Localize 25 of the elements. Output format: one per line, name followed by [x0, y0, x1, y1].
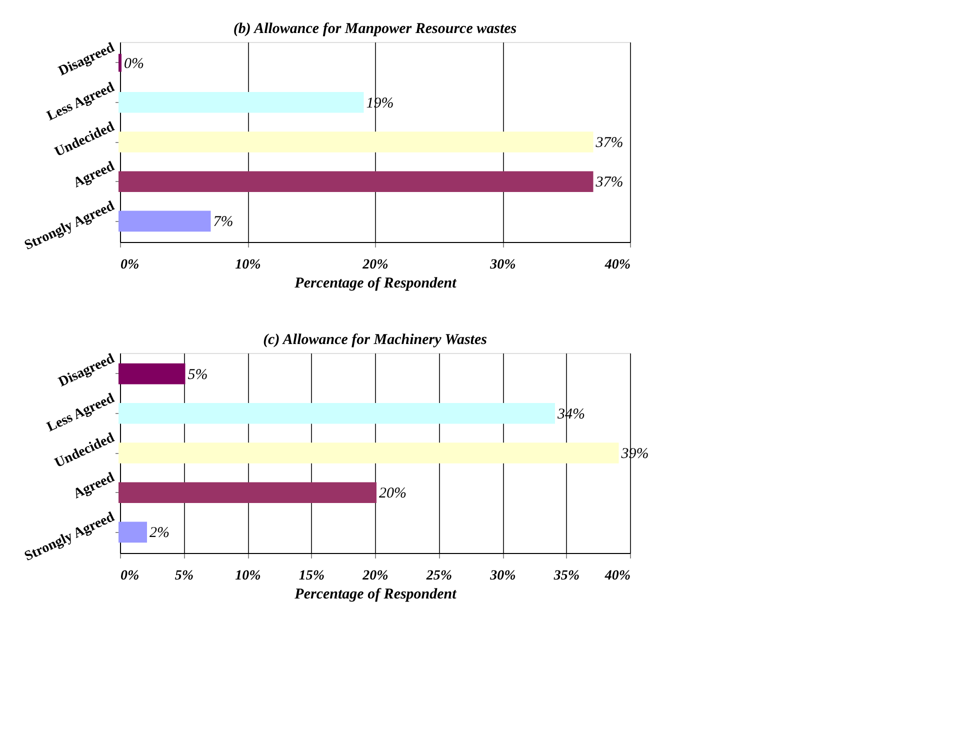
x-tick-label: 30% [489, 258, 516, 272]
data-label: 7% [213, 214, 234, 230]
x-tick-label: 5% [174, 568, 194, 584]
data-label: 37% [594, 174, 624, 191]
x-tick-label: 20% [362, 258, 388, 272]
chart-title: (b) Allowance for Manpower Resource wastes [233, 20, 517, 37]
x-tick-label: 15% [298, 568, 325, 584]
x-tick-label: 0% [120, 568, 140, 584]
x-tick-label: 10% [235, 258, 261, 272]
x-tick-label: 0% [120, 258, 140, 272]
data-label: 37% [594, 135, 624, 151]
x-tick-label: 20% [362, 568, 388, 584]
x-axis-title: Percentage of Respondent [294, 586, 458, 602]
x-tick-label: 35% [552, 568, 580, 584]
x-tick-label: 30% [489, 568, 516, 584]
data-label: 5% [188, 366, 208, 383]
x-tick-label: 10% [235, 568, 261, 584]
x-tick-label: 40% [604, 568, 630, 584]
chart-title: (c) Allowance for Machinery Wastes [263, 332, 488, 348]
data-label: 20% [379, 486, 406, 502]
data-label: 2% [150, 525, 170, 542]
x-axis-title: Percentage of Respondent [294, 276, 458, 292]
data-label: 0% [124, 56, 144, 72]
x-tick-label: 40% [604, 258, 630, 272]
x-tick-label: 25% [425, 568, 452, 584]
